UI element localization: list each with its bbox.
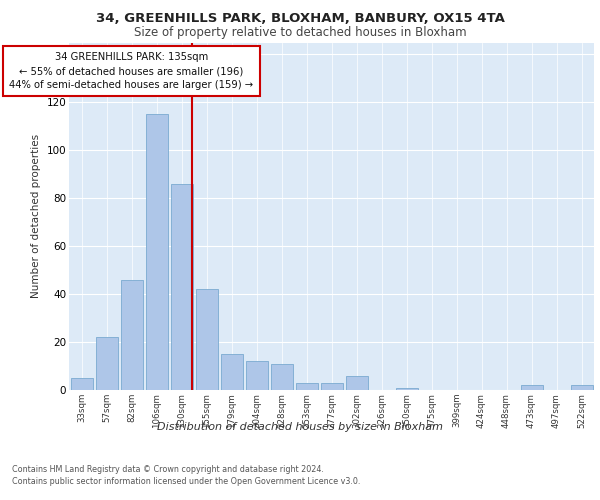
Bar [170, 184, 193, 390]
Bar [121, 280, 143, 390]
Text: 34 GREENHILLS PARK: 135sqm
← 55% of detached houses are smaller (196)
44% of sem: 34 GREENHILLS PARK: 135sqm ← 55% of deta… [10, 52, 254, 90]
Text: 34, GREENHILLS PARK, BLOXHAM, BANBURY, OX15 4TA: 34, GREENHILLS PARK, BLOXHAM, BANBURY, O… [95, 12, 505, 26]
Y-axis label: Number of detached properties: Number of detached properties [31, 134, 41, 298]
Bar [521, 385, 542, 390]
Bar [271, 364, 293, 390]
Text: Distribution of detached houses by size in Bloxham: Distribution of detached houses by size … [157, 422, 443, 432]
Bar [296, 383, 317, 390]
Bar [95, 338, 118, 390]
Bar [245, 361, 268, 390]
Bar [196, 290, 218, 390]
Bar [71, 378, 92, 390]
Text: Contains public sector information licensed under the Open Government Licence v3: Contains public sector information licen… [12, 478, 361, 486]
Text: Contains HM Land Registry data © Crown copyright and database right 2024.: Contains HM Land Registry data © Crown c… [12, 465, 324, 474]
Bar [146, 114, 167, 390]
Bar [395, 388, 418, 390]
Bar [320, 383, 343, 390]
Bar [346, 376, 367, 390]
Bar [221, 354, 242, 390]
Bar [571, 385, 593, 390]
Text: Size of property relative to detached houses in Bloxham: Size of property relative to detached ho… [134, 26, 466, 39]
